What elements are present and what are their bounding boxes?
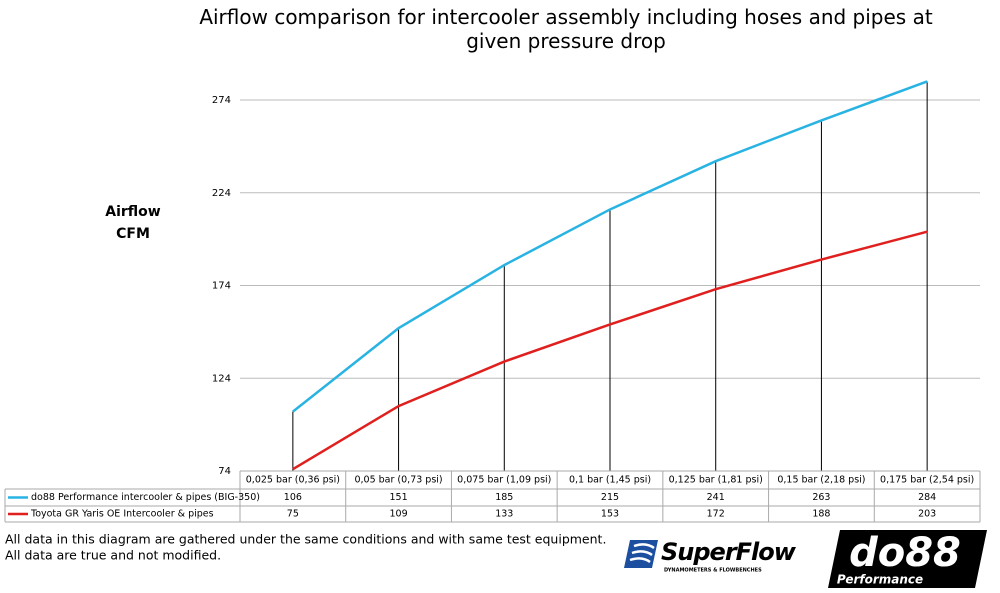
table-value: 215	[601, 492, 619, 503]
logo-shape	[828, 530, 987, 588]
x-tick-label: 0,125 bar (1,81 psi)	[669, 475, 763, 486]
y-axis-label: Airflow	[105, 204, 161, 220]
x-tick-label: 0,05 bar (0,73 psi)	[354, 475, 442, 486]
x-tick-label: 0,075 bar (1,09 psi)	[457, 475, 551, 486]
x-tick-label: 0,025 bar (0,36 psi)	[246, 475, 340, 486]
note: All data are true and not modified.	[5, 548, 221, 563]
y-axis-label: CFM	[116, 226, 150, 242]
table-value: 203	[918, 509, 936, 520]
table-value: 284	[918, 492, 936, 503]
x-tick-label: 0,1 bar (1,45 psi)	[569, 475, 651, 486]
y-tick-label: 74	[218, 466, 231, 477]
logo-text: SuperFlow	[661, 538, 797, 566]
table-value: 106	[284, 492, 302, 503]
y-tick-label: 274	[212, 95, 231, 106]
table-value: 75	[287, 509, 299, 520]
table-value: 133	[495, 509, 513, 520]
logo-tagline: Performance	[837, 573, 923, 587]
table-value: 109	[390, 509, 408, 520]
x-tick-label: 0,175 bar (2,54 psi)	[880, 475, 974, 486]
table-value: 241	[707, 492, 725, 503]
y-tick-label: 224	[212, 188, 231, 199]
do88-logo: do88 Performance	[828, 530, 987, 588]
table-value: 185	[495, 492, 513, 503]
superflow-logo: SuperFlow DYNAMOMETERS & FLOWBENCHES	[624, 538, 798, 574]
logo-tagline: DYNAMOMETERS & FLOWBENCHES	[664, 568, 762, 574]
table-value: 263	[812, 492, 830, 503]
note: All data in this diagram are gathered un…	[5, 532, 606, 547]
legend-label: Toyota GR Yaris OE Intercooler & pipes	[30, 509, 214, 520]
legend-label: do88 Performance intercooler & pipes (BI…	[31, 492, 260, 503]
logo-shape	[629, 543, 655, 564]
series-line	[292, 230, 928, 471]
y-tick-label: 124	[212, 373, 231, 384]
chart-title: Airflow comparison for intercooler assem…	[199, 5, 933, 53]
table-value: 153	[601, 509, 619, 520]
y-tick-label: 174	[212, 281, 231, 292]
x-tick-label: 0,15 bar (2,18 psi)	[777, 475, 865, 486]
logo-text: do88	[849, 530, 961, 576]
table-value: 151	[390, 492, 408, 503]
series-line	[292, 80, 928, 413]
table-value: 188	[812, 509, 830, 520]
table-value: 172	[707, 509, 725, 520]
